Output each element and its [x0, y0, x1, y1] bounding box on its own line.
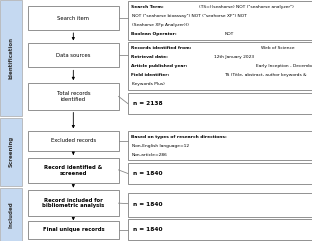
Text: Search item: Search item — [57, 16, 89, 20]
Text: Data sources: Data sources — [56, 53, 90, 58]
Text: n = 1840: n = 1840 — [133, 227, 162, 232]
Text: Based on types of research directions:: Based on types of research directions: — [131, 135, 227, 139]
Text: Early Inception - December 2022: Early Inception - December 2022 — [256, 64, 312, 68]
FancyBboxPatch shape — [128, 163, 312, 184]
Text: TS (Title, abstract, author keywords &: TS (Title, abstract, author keywords & — [225, 73, 307, 77]
Text: Retrieval date:: Retrieval date: — [131, 55, 169, 59]
FancyBboxPatch shape — [28, 131, 119, 151]
Text: Web of Science: Web of Science — [261, 46, 295, 50]
Text: Boolean Operator:: Boolean Operator: — [131, 32, 178, 36]
FancyBboxPatch shape — [28, 221, 119, 239]
Text: Keywords Plus): Keywords Plus) — [132, 82, 165, 87]
Text: NOT: NOT — [225, 32, 234, 36]
FancyBboxPatch shape — [128, 219, 312, 240]
Text: (TS=((seahorse) NOT ("seahorse analyzer"): (TS=((seahorse) NOT ("seahorse analyzer"… — [198, 5, 293, 9]
FancyBboxPatch shape — [28, 83, 119, 110]
FancyBboxPatch shape — [0, 188, 22, 241]
Text: n = 1840: n = 1840 — [133, 202, 162, 207]
Text: Record identified &
screened: Record identified & screened — [44, 165, 102, 176]
FancyBboxPatch shape — [28, 43, 119, 67]
Text: NOT ("seahorse bioassay") NOT ("seahorse XF") NOT: NOT ("seahorse bioassay") NOT ("seahorse… — [132, 14, 247, 18]
Text: Non-article=286: Non-article=286 — [132, 153, 168, 157]
FancyBboxPatch shape — [28, 158, 119, 183]
Text: Record included for
bibliometric analysis: Record included for bibliometric analysi… — [42, 198, 105, 208]
FancyBboxPatch shape — [128, 93, 312, 114]
Text: Screening: Screening — [8, 136, 13, 167]
FancyBboxPatch shape — [28, 6, 119, 30]
Text: n = 1840: n = 1840 — [133, 171, 162, 176]
Text: (Seahorse XFp Analyzer))): (Seahorse XFp Analyzer))) — [132, 23, 189, 27]
FancyBboxPatch shape — [28, 190, 119, 216]
Text: Total records
identified: Total records identified — [56, 91, 90, 102]
Text: n = 2138: n = 2138 — [133, 101, 162, 106]
Text: Final unique records: Final unique records — [42, 227, 104, 232]
Text: 12th January 2023: 12th January 2023 — [214, 55, 254, 59]
FancyBboxPatch shape — [128, 193, 312, 217]
FancyBboxPatch shape — [128, 1, 312, 40]
FancyBboxPatch shape — [128, 131, 312, 160]
FancyBboxPatch shape — [0, 118, 22, 186]
Text: Search Term:: Search Term: — [131, 5, 165, 9]
FancyBboxPatch shape — [128, 42, 312, 90]
Text: Excluded records: Excluded records — [51, 139, 96, 143]
Text: Article published year:: Article published year: — [131, 64, 189, 68]
Text: Identification: Identification — [8, 37, 13, 79]
Text: Non-English language=12: Non-English language=12 — [132, 144, 189, 148]
FancyBboxPatch shape — [0, 0, 22, 116]
Text: Field identifier:: Field identifier: — [131, 73, 171, 77]
Text: Included: Included — [8, 201, 13, 228]
Text: Records identified from:: Records identified from: — [131, 46, 193, 50]
